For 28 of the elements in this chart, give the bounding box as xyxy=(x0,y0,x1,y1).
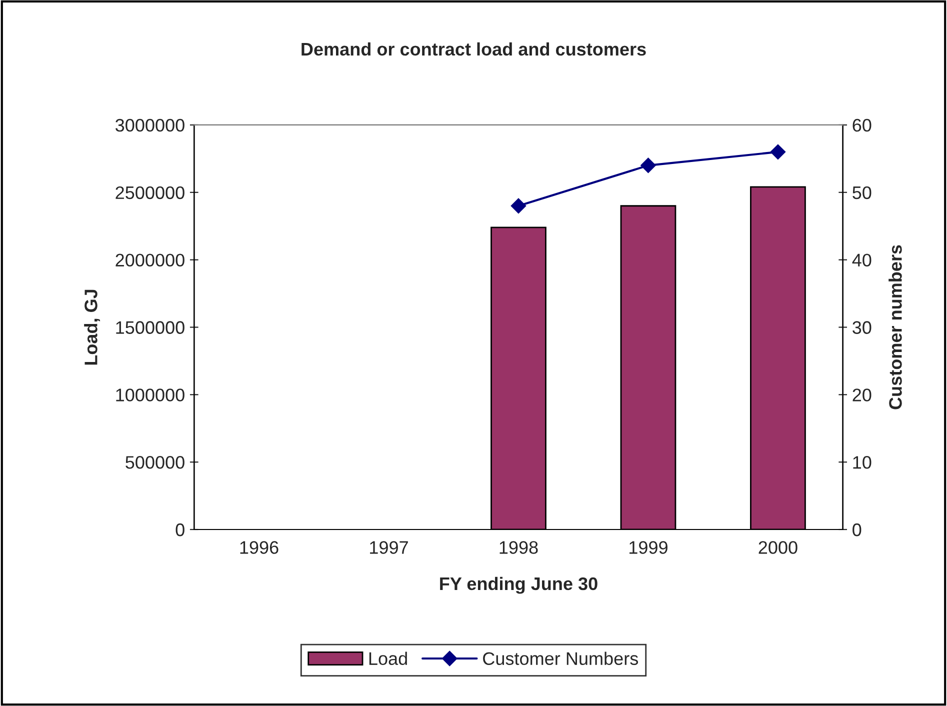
y-axis-title: Load, GJ xyxy=(84,290,100,365)
y-tick-label: 2500000 xyxy=(116,186,184,200)
y2-tick-label: 60 xyxy=(852,118,872,132)
y2-tick-label: 30 xyxy=(852,321,872,334)
y2-axis-title: Customer numbers xyxy=(888,245,902,410)
x-tick-label: 1999 xyxy=(630,541,668,554)
y2-tick-label: 10 xyxy=(853,456,872,469)
y-tick-label: 1500000 xyxy=(116,321,184,334)
y-tick-label: 500000 xyxy=(126,456,184,469)
y-tick-label: 2000000 xyxy=(116,254,184,267)
x-tick-label: 2000 xyxy=(758,541,798,554)
legend-label: Load xyxy=(369,652,407,665)
x-tick-label: 1997 xyxy=(370,541,408,554)
legend-label: Customer Numbers xyxy=(483,652,638,665)
chart-title: Demand or contract load and customers xyxy=(302,42,646,56)
y2-tick-label: 0 xyxy=(852,523,862,536)
y-tick-label: 0 xyxy=(176,523,184,536)
y2-tick-label: 50 xyxy=(852,186,872,200)
y-tick-label: 3000000 xyxy=(116,118,184,132)
y2-tick-label: 20 xyxy=(852,388,872,402)
point xyxy=(640,158,656,173)
point xyxy=(510,198,526,214)
y-tick-label: 1000000 xyxy=(116,388,184,402)
point xyxy=(770,144,786,160)
x-axis-title: FY ending June 30 xyxy=(440,576,598,594)
x-tick-label: 1998 xyxy=(500,541,538,554)
y2-tick-label: 40 xyxy=(852,254,872,267)
x-tick-label: 1996 xyxy=(240,541,278,554)
